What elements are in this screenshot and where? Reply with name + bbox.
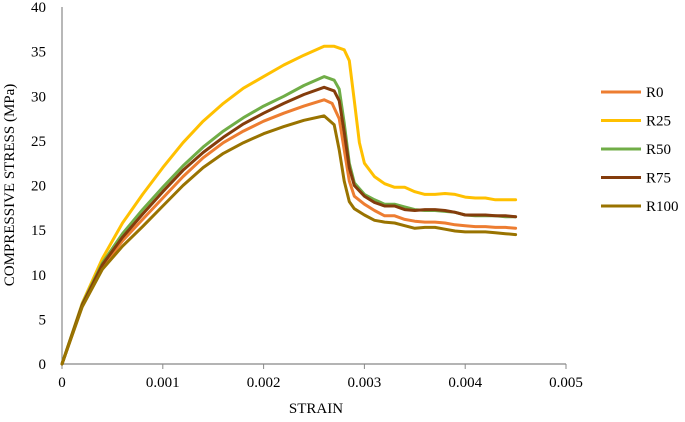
y-tick-label: 15	[31, 223, 46, 239]
y-tick-label: 35	[31, 45, 46, 61]
series-line-r100	[60, 114, 518, 366]
x-tick-label: 0.004	[448, 375, 482, 391]
legend-item-r50: R50	[601, 142, 671, 158]
legend-label: R50	[646, 142, 671, 158]
legend: R0 R25 R50 R75 R100	[601, 85, 679, 215]
legend-item-r75: R75	[601, 171, 671, 187]
y-axis-title: COMPRESSIVE STRESS (MPa)	[2, 84, 18, 287]
y-tick-label: 0	[39, 357, 47, 373]
legend-label: R100	[646, 199, 679, 215]
y-tick-label: 5	[39, 312, 47, 328]
ticks: 0 0.001 0.002 0.003 0.004 0.005 0 5 10 15 20 25 30 35…	[31, 0, 583, 391]
series-line-r25	[60, 44, 518, 366]
y-tick-label: 25	[31, 134, 46, 150]
series-line-r0	[60, 98, 518, 366]
legend-label: R75	[646, 171, 671, 187]
legend-label: R0	[646, 85, 664, 101]
x-tick-label: 0.005	[549, 375, 583, 391]
series-line-r75	[60, 85, 518, 366]
legend-item-r100: R100	[601, 199, 679, 215]
legend-item-r25: R25	[601, 114, 671, 130]
x-tick-label: 0.002	[247, 375, 281, 391]
y-tick-label: 30	[31, 89, 46, 105]
legend-item-r0: R0	[601, 85, 664, 101]
x-tick-label: 0	[58, 375, 66, 391]
x-axis-title: STRAIN	[289, 401, 343, 417]
x-tick-label: 0.001	[146, 375, 180, 391]
y-tick-label: 40	[31, 0, 46, 16]
y-tick-label: 10	[31, 268, 46, 284]
y-tick-label: 20	[31, 179, 46, 195]
axes	[61, 7, 566, 365]
series-line-r50	[60, 75, 518, 366]
x-tick-label: 0.003	[348, 375, 382, 391]
legend-label: R25	[646, 114, 671, 130]
plot-area	[60, 44, 518, 366]
